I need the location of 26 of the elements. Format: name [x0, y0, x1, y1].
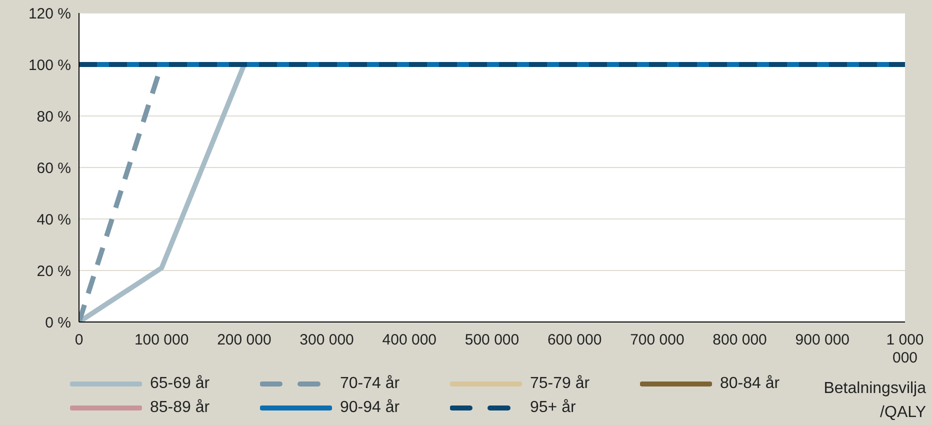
y-tick-label: 80 % [36, 108, 71, 126]
y-tick-label: 100 % [28, 56, 71, 74]
y-tick-label: 120 % [28, 5, 71, 22]
x-tick-label: 400 000 [382, 332, 437, 349]
legend-label: 90-94 år [340, 399, 400, 417]
legend-label: 70-74 år [340, 375, 400, 393]
x-tick-label: 500 000 [464, 332, 520, 349]
y-tick-label: 0 % [45, 314, 71, 332]
x-tick-label: 900 000 [795, 332, 850, 349]
x-tick-label: 700 000 [630, 332, 684, 349]
x-tick-label: 100 000 [134, 332, 189, 349]
x-tick-label: 1 000 000 [886, 332, 924, 367]
x-axis-title: Betalningsvilja /QALY [822, 379, 926, 423]
legend-label: 80-84 år [720, 375, 780, 393]
x-tick-label: 0 [74, 332, 84, 349]
x-tick-label: 600 000 [547, 332, 602, 349]
x-tick-label: 200 000 [217, 332, 272, 349]
legend-label: 95+ år [530, 399, 576, 417]
legend-label: 65-69 år [150, 375, 210, 393]
y-tick-label: 40 % [36, 211, 71, 228]
y-tick-label: 20 % [36, 262, 71, 280]
x-tick-label: 300 000 [300, 332, 354, 349]
legend-label: 75-79 år [530, 375, 590, 393]
x-tick-label: 800 000 [712, 332, 767, 349]
y-tick-label: 60 % [36, 160, 71, 177]
legend-label: 85-89 år [150, 399, 210, 417]
